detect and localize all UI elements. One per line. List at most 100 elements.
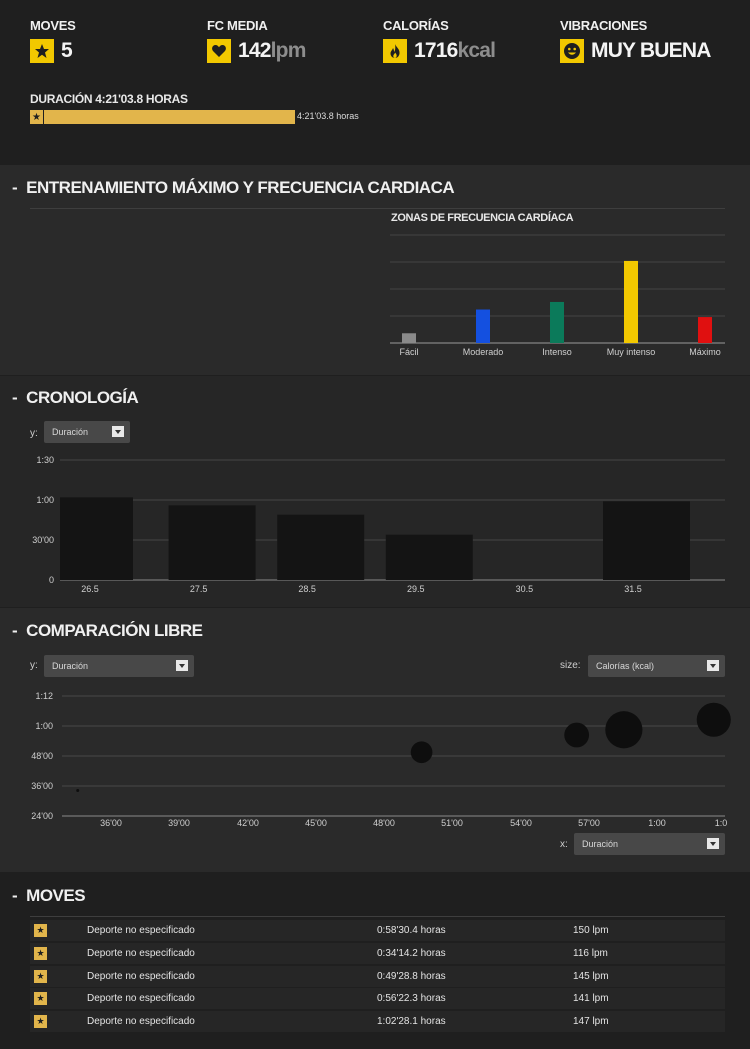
star-icon: ★: [34, 1015, 47, 1029]
star-icon: ★: [34, 969, 47, 983]
moves-row[interactable]: ★ Deporte no especificado 0:56'22.3 horas 1…: [30, 988, 725, 1010]
free-x-label: x:: [560, 839, 568, 850]
scatter-x-tick: 42'00: [237, 818, 259, 828]
scatter-x-tick: 36'00: [100, 818, 122, 828]
timeline-title[interactable]: - CRONOLOGÍA: [12, 388, 139, 407]
moves-row-duration: 0:58'30.4 horas: [377, 925, 446, 936]
hr-label: FC MEDIA: [207, 18, 268, 33]
moves-row-hr: 147 lpm: [573, 1016, 609, 1028]
zones-tick-label: Moderado: [463, 347, 504, 357]
free-size-select-value: Calorías (kcal): [596, 661, 655, 671]
scatter-y-tick: 1:00: [35, 721, 53, 731]
free-y-label: y:: [30, 660, 38, 671]
timeline-x-tick: 27.5: [190, 584, 208, 594]
zones-tick-label: Intenso: [542, 347, 572, 357]
timeline-bar[interactable]: [168, 505, 256, 580]
free-title[interactable]: - COMPARACIÓN LIBRE: [12, 621, 203, 640]
free-size-select[interactable]: Calorías (kcal): [588, 655, 725, 677]
scatter-y-tick: 36'00: [31, 781, 53, 791]
calories-unit: kcal: [457, 39, 496, 62]
free-size-label: size:: [560, 660, 581, 671]
moves-row[interactable]: ★ Deporte no especificado 1:02'28.1 horas 1…: [30, 1011, 725, 1033]
moves-row-hr: 141 lpm: [573, 993, 609, 1005]
flame-icon: [383, 39, 407, 63]
free-x-select-value: Duración: [582, 839, 619, 849]
moves-label: MOVES: [30, 18, 76, 33]
timeline-bar[interactable]: [385, 534, 473, 580]
timeline-x-tick: 28.5: [298, 584, 316, 594]
hr-unit: lpm: [270, 39, 307, 62]
moves-stat: MOVES 5: [30, 18, 76, 63]
scatter-point[interactable]: [696, 702, 731, 737]
scatter-x-tick: 51'00: [441, 818, 463, 828]
vibes-label: VIBRACIONES: [560, 18, 647, 33]
moves-row[interactable]: ★ Deporte no especificado 0:58'30.4 horas 1…: [30, 920, 725, 941]
moves-value: 5: [61, 39, 73, 62]
timeline-y-label: y:: [30, 428, 38, 439]
moves-row-hr: 116 lpm: [573, 947, 608, 959]
training-title[interactable]: - ENTRENAMIENTO MÁXIMO Y FRECUENCIA CARDI…: [12, 178, 455, 197]
timeline-y-tick: 30'00: [32, 535, 54, 545]
scatter-x-tick: 39'00: [168, 818, 190, 828]
star-icon: ★: [34, 992, 47, 1006]
moves-row-sport: Deporte no especificado: [87, 970, 195, 982]
moves-row-sport: Deporte no especificado: [87, 925, 195, 936]
training-section: - ENTRENAMIENTO MÁXIMO Y FRECUENCIA CARDI…: [0, 165, 750, 375]
hr-stat: FC MEDIA 142 lpm: [207, 18, 306, 63]
scatter-point[interactable]: [76, 789, 80, 792]
scatter-x-tick: 57'00: [578, 818, 600, 828]
scatter-x-tick: 1:0: [715, 818, 728, 828]
timeline-y-select[interactable]: Duración: [44, 421, 130, 443]
moves-row-hr: 150 lpm: [573, 925, 609, 936]
duration-label: DURACIÓN 4:21'03.8 HORAS: [30, 92, 188, 106]
divider: [30, 208, 725, 209]
zones-tick-label: Muy intenso: [607, 347, 656, 357]
chevron-down-icon: [176, 660, 188, 671]
timeline-x-tick: 31.5: [624, 584, 642, 594]
star-icon: ★: [34, 946, 47, 960]
zones-tick-label: Fácil: [399, 347, 418, 357]
moves-row-duration: 0:56'22.3 horas: [377, 993, 446, 1005]
timeline-bar[interactable]: [603, 501, 690, 580]
moves-row[interactable]: ★ Deporte no especificado 0:49'28.8 horas 1…: [30, 965, 725, 987]
scatter-point[interactable]: [605, 711, 643, 749]
scatter-x-tick: 1:00: [648, 818, 666, 828]
zones-bar: [698, 317, 712, 343]
timeline-y-tick: 1:00: [36, 495, 54, 505]
moves-row-duration: 0:34'14.2 horas: [377, 947, 446, 959]
chevron-down-icon: [707, 838, 719, 849]
zones-bar: [402, 333, 416, 343]
zones-bar: [550, 301, 564, 343]
scatter-x-tick: 48'00: [373, 818, 395, 828]
timeline-y-tick: 0: [49, 575, 54, 585]
moves-row[interactable]: ★ Deporte no especificado 0:34'14.2 horas 1…: [30, 942, 725, 964]
timeline-bar[interactable]: [60, 497, 133, 580]
moves-row-sport: Deporte no especificado: [87, 993, 195, 1005]
scatter-x-tick: 54'00: [510, 818, 532, 828]
duration-bar: ★: [30, 110, 295, 124]
timeline-bar[interactable]: [277, 514, 365, 580]
moves-title[interactable]: - MOVES: [12, 886, 86, 905]
calories-label: CALORÍAS: [383, 18, 449, 33]
calories-stat: CALORÍAS 1716 kcal: [383, 18, 496, 63]
star-icon: [30, 39, 54, 63]
hr-value: 142: [238, 39, 271, 62]
scatter-y-tick: 48'00: [31, 751, 53, 761]
scatter-point[interactable]: [564, 722, 590, 748]
timeline-y-tick: 1:30: [36, 455, 54, 465]
duration-text: 4:21'03.8 horas: [297, 111, 359, 121]
free-y-select[interactable]: Duración: [44, 655, 194, 677]
zones-title: ZONAS DE FRECUENCIA CARDÍACA: [391, 212, 574, 224]
free-y-select-value: Duración: [52, 661, 89, 671]
scatter-point[interactable]: [410, 741, 433, 764]
zones-bar: [476, 309, 490, 343]
calories-value: 1716: [414, 39, 458, 62]
star-icon: ★: [34, 924, 47, 937]
timeline-chart: 0 30'00 1:00 1:30 26.5 27.5 28.5 29.5 30.5 31.5: [32, 455, 725, 594]
scatter-x-tick: 45'00: [305, 818, 327, 828]
moves-row-sport: Deporte no especificado: [87, 947, 195, 959]
vibes-value: MUY BUENA: [591, 39, 711, 62]
scatter-y-tick: 24'00: [31, 811, 53, 821]
smiley-icon: [560, 39, 584, 63]
free-x-select[interactable]: Duración: [574, 833, 725, 855]
